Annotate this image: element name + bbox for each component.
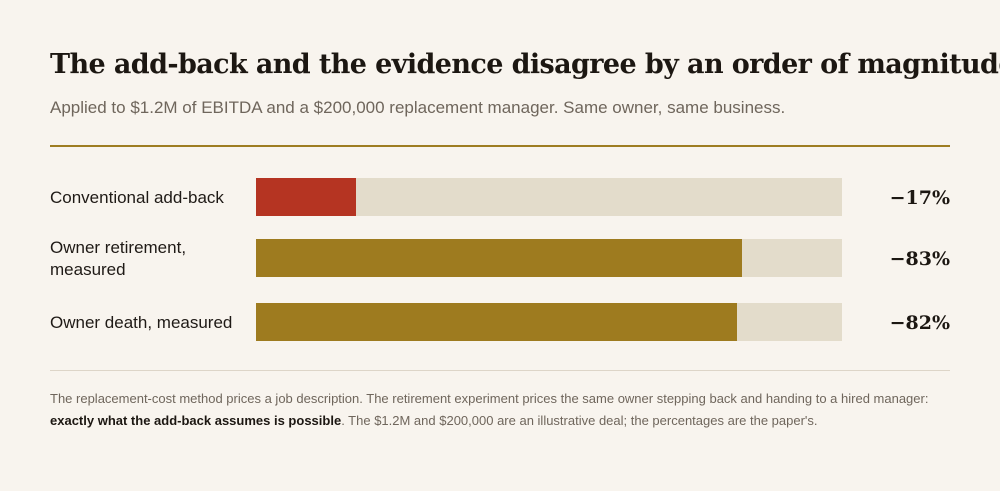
bar-category-label: Owner retirement, measured [50,238,187,279]
title-divider [50,145,950,147]
footnote-text-end: . The $1.2M and $200,000 are an illustra… [341,413,818,428]
bar-row: Conventional add-back −17% [50,178,950,218]
bar [256,239,743,277]
bar-row: Owner death, measured −82% [50,303,950,343]
bar-value-label: −83% [889,248,950,270]
footnote: The replacement-cost method prices a job… [50,388,950,432]
bar-chart: Conventional add-back −17% Owner retiremen… [50,170,950,350]
bar-value-label: −17% [889,187,950,209]
bar-track [256,239,842,277]
bar-row: Owner retirement, measured −83% [50,238,950,279]
footnote-emphasis: exactly what the add-back assumes is pos… [50,413,342,428]
chart-subtitle: Applied to $1.2M of EBITDA and a $200,00… [50,98,786,117]
footnote-divider [50,370,950,371]
bar-track [256,303,842,341]
bar-value-label: −82% [889,312,950,334]
chart-title: The add-back and the evidence disagree b… [50,49,1000,80]
bar-category-label: Owner death, measured [50,313,233,332]
bar [256,303,737,341]
bar-category-label: Conventional add-back [50,188,224,207]
footnote-text: The replacement-cost method prices a job… [50,391,929,406]
bar [256,178,356,216]
bar-track [256,178,842,216]
